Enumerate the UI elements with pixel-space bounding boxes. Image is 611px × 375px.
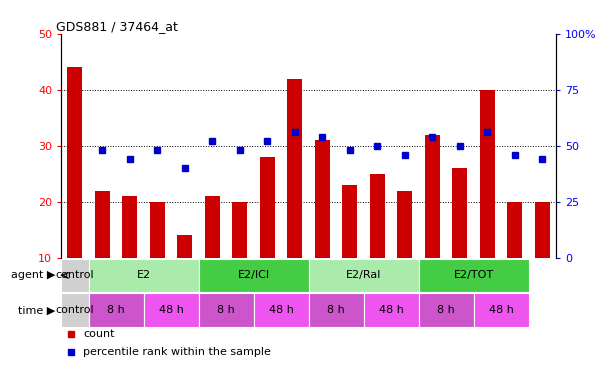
Bar: [419, 259, 529, 292]
Bar: [342, 185, 357, 258]
Text: E2/ICI: E2/ICI: [238, 270, 269, 280]
Bar: [452, 168, 467, 258]
Bar: [474, 294, 529, 327]
Bar: [199, 259, 309, 292]
Bar: [309, 259, 419, 292]
Bar: [89, 259, 199, 292]
Bar: [260, 157, 275, 258]
Text: 48 h: 48 h: [489, 305, 513, 315]
Text: 8 h: 8 h: [437, 305, 455, 315]
Bar: [425, 135, 440, 258]
Text: 48 h: 48 h: [379, 305, 403, 315]
Bar: [122, 196, 137, 258]
Text: control: control: [56, 270, 94, 280]
Bar: [205, 196, 220, 258]
Bar: [535, 202, 550, 258]
Text: time ▶: time ▶: [18, 305, 55, 315]
Text: E2/TOT: E2/TOT: [453, 270, 494, 280]
Bar: [61, 294, 89, 327]
Bar: [370, 174, 385, 258]
Bar: [144, 294, 199, 327]
Bar: [232, 202, 247, 258]
Bar: [61, 259, 89, 292]
Bar: [177, 236, 192, 258]
Text: E2/Ral: E2/Ral: [346, 270, 381, 280]
Text: 8 h: 8 h: [107, 305, 125, 315]
Bar: [89, 294, 144, 327]
Bar: [287, 79, 302, 258]
Bar: [397, 190, 412, 258]
Text: percentile rank within the sample: percentile rank within the sample: [83, 347, 271, 357]
Bar: [480, 90, 495, 258]
Text: E2: E2: [136, 270, 151, 280]
Text: 8 h: 8 h: [217, 305, 235, 315]
Bar: [199, 294, 254, 327]
Text: 8 h: 8 h: [327, 305, 345, 315]
Bar: [419, 294, 474, 327]
Bar: [150, 202, 165, 258]
Bar: [507, 202, 522, 258]
Bar: [254, 294, 309, 327]
Text: 48 h: 48 h: [269, 305, 293, 315]
Bar: [315, 140, 330, 258]
Text: GDS881 / 37464_at: GDS881 / 37464_at: [56, 20, 178, 33]
Text: control: control: [56, 305, 94, 315]
Bar: [67, 68, 82, 258]
Bar: [309, 294, 364, 327]
Text: agent ▶: agent ▶: [10, 270, 55, 280]
Bar: [364, 294, 419, 327]
Bar: [95, 190, 110, 258]
Text: 48 h: 48 h: [159, 305, 183, 315]
Text: count: count: [83, 329, 115, 339]
